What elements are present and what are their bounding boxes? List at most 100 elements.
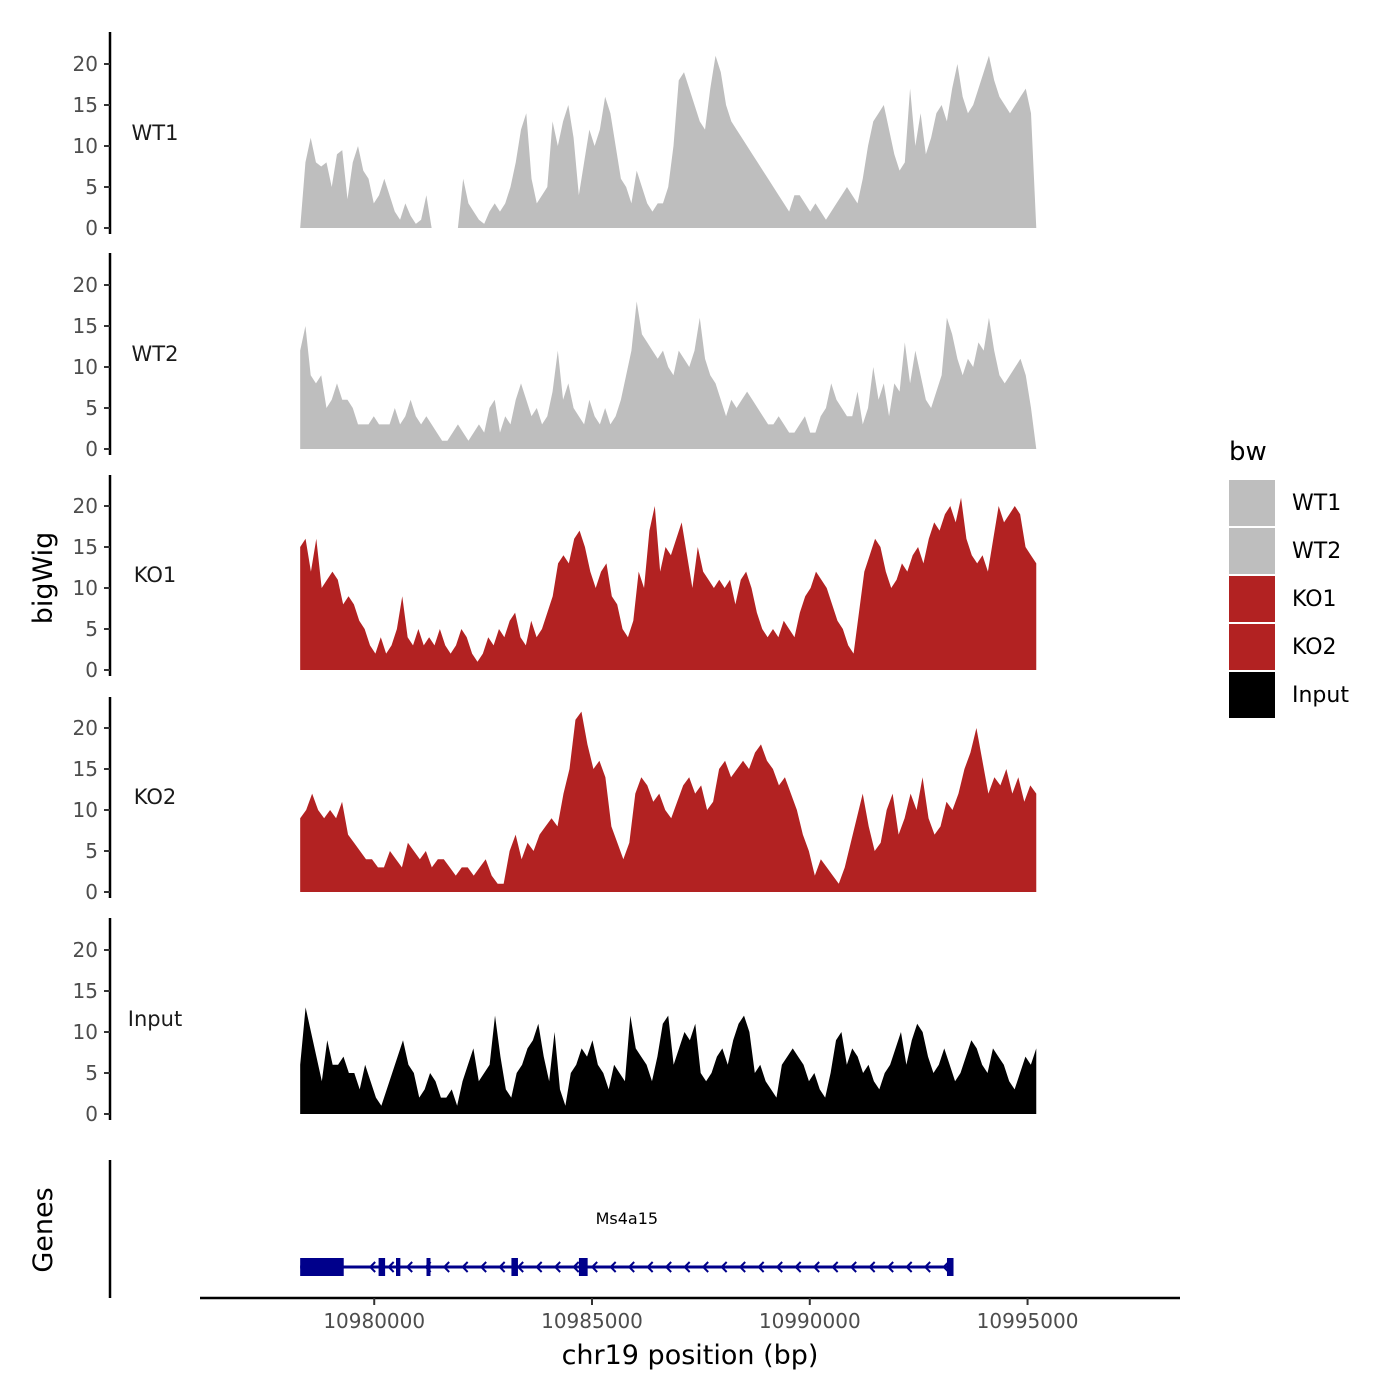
strand-arrow (479, 1261, 487, 1273)
strand-arrow (757, 1261, 765, 1273)
gene-track: Genes Ms4a15 (28, 1160, 954, 1298)
strand-arrow (664, 1261, 672, 1273)
x-axis: 10980000 10985000 10990000 10995000 (200, 1296, 1180, 1333)
exon (426, 1258, 431, 1276)
y-tick-label: 15 (73, 93, 98, 117)
y-tick-label: 10 (73, 576, 98, 600)
exon (578, 1258, 588, 1276)
y-tick-label: 20 (73, 494, 98, 518)
legend: bw WT1 WT2 KO1 KO2 Input (1229, 437, 1349, 718)
y-tick-label: 15 (73, 757, 98, 781)
legend-swatch-wt2 (1229, 528, 1275, 574)
track-label: Input (128, 1007, 182, 1031)
track-label: KO2 (134, 785, 177, 809)
track-label: WT1 (132, 121, 179, 145)
exon (378, 1258, 386, 1276)
y-tick-label: 0 (85, 1102, 98, 1126)
y-tick-label: 20 (73, 52, 98, 76)
strand-arrow (849, 1261, 857, 1273)
strand-arrow (923, 1261, 931, 1273)
track-wt2: 0 5 10 15 20 WT2 (73, 253, 1037, 461)
y-tick-label: 10 (73, 134, 98, 158)
y-tick-label: 15 (73, 314, 98, 338)
strand-arrow (627, 1261, 635, 1273)
track-wt1: 0 5 10 15 20 WT1 (73, 32, 1037, 240)
legend-label-wt1: WT1 (1292, 491, 1341, 516)
strand-arrow (905, 1261, 913, 1273)
area-wt1 (300, 55, 1037, 228)
y-tick-label: 10 (73, 355, 98, 379)
area-wt2 (300, 301, 1037, 449)
y-tick-label: 5 (85, 175, 98, 199)
y-tick-label: 0 (85, 437, 98, 461)
y-tick-label: 5 (85, 617, 98, 641)
strand-arrow (701, 1261, 709, 1273)
y-tick-label: 20 (73, 716, 98, 740)
exon (396, 1258, 401, 1276)
y-tick-label: 20 (73, 938, 98, 962)
strand-arrow (886, 1261, 894, 1273)
legend-title: bw (1229, 437, 1267, 467)
exon (300, 1258, 344, 1276)
strand-arrow (387, 1261, 395, 1273)
legend-swatch-wt1 (1229, 480, 1275, 526)
strand-arrow (794, 1261, 802, 1273)
y-tick-label: 5 (85, 1061, 98, 1085)
y-tick-label: 15 (73, 979, 98, 1003)
y-tick-label: 0 (85, 880, 98, 904)
x-tick-label: 10995000 (977, 1309, 1079, 1333)
strand-arrow (720, 1261, 728, 1273)
exon (511, 1258, 518, 1276)
strand-arrow (775, 1261, 783, 1273)
y-tick-label: 15 (73, 535, 98, 559)
strand-arrow (831, 1261, 839, 1273)
y-tick-label: 0 (85, 216, 98, 240)
x-tick-label: 10980000 (323, 1309, 425, 1333)
area-ko1 (300, 497, 1037, 670)
y-tick-label: 10 (73, 798, 98, 822)
legend-swatch-ko2 (1229, 624, 1275, 670)
legend-label-wt2: WT2 (1292, 539, 1341, 564)
strand-arrow (738, 1261, 746, 1273)
y-tick-label: 5 (85, 396, 98, 420)
strand-arrow (498, 1261, 506, 1273)
x-tick-label: 10985000 (541, 1309, 643, 1333)
y-axis-title: bigWig (28, 532, 59, 625)
strand-arrow (812, 1261, 820, 1273)
y-tick-label: 10 (73, 1020, 98, 1044)
strand-arrow (461, 1261, 469, 1273)
strand-arrow (590, 1261, 598, 1273)
strand-arrow (405, 1261, 413, 1273)
legend-label-ko1: KO1 (1292, 587, 1337, 612)
strand-arrow (683, 1261, 691, 1273)
tracks: 0 5 10 15 20 WT1 0 5 10 15 20 WT2 0 5 10 15 20 KO1 0 5 10 15 2… (73, 32, 1037, 1126)
strand-arrow (868, 1261, 876, 1273)
strand-arrow (609, 1261, 617, 1273)
y-tick-label: 20 (73, 273, 98, 297)
strand-arrow (442, 1261, 450, 1273)
area-input (300, 1007, 1037, 1114)
legend-label-input: Input (1292, 683, 1349, 708)
strand-arrow (368, 1261, 376, 1273)
x-axis-title: chr19 position (bp) (562, 1340, 819, 1371)
track-input: 0 5 10 15 20 Input (73, 918, 1037, 1126)
x-tick-label: 10990000 (759, 1309, 861, 1333)
track-ko1: 0 5 10 15 20 KO1 (73, 475, 1037, 682)
y-tick-label: 5 (85, 839, 98, 863)
gene-name: Ms4a15 (596, 1209, 658, 1228)
strand-arrow (646, 1261, 654, 1273)
exon (946, 1258, 954, 1276)
strand-arrow (553, 1261, 561, 1273)
y-tick-label: 0 (85, 658, 98, 682)
track-label: KO1 (134, 563, 177, 587)
track-label: WT2 (132, 342, 179, 366)
area-ko2 (300, 711, 1037, 892)
legend-swatch-ko1 (1229, 576, 1275, 622)
track-ko2: 0 5 10 15 20 KO2 (73, 697, 1037, 904)
strand-arrow (535, 1261, 543, 1273)
legend-label-ko2: KO2 (1292, 635, 1337, 660)
legend-swatch-input (1229, 672, 1275, 718)
gene-track-title: Genes (28, 1187, 59, 1272)
strand-arrow (516, 1261, 524, 1273)
